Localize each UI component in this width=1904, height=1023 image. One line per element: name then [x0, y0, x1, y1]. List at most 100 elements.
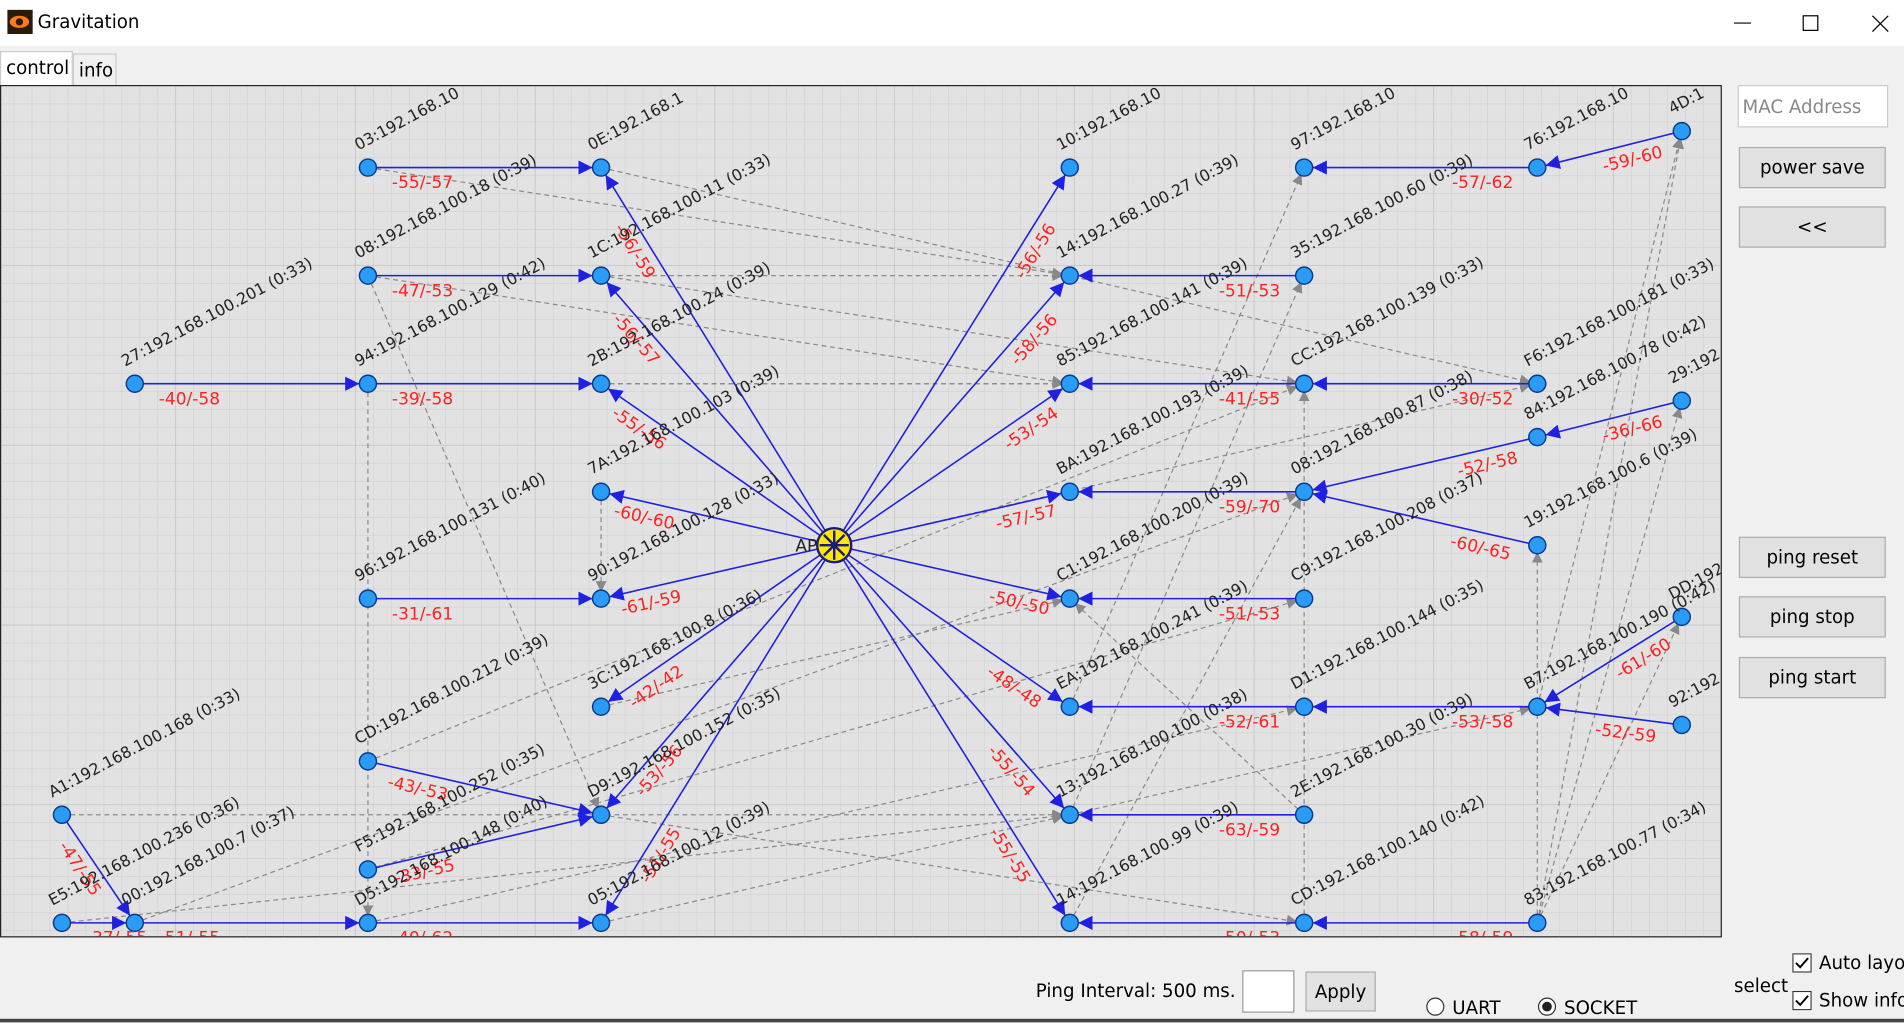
node: [52, 913, 72, 933]
node-label: AP: [795, 536, 817, 556]
dashed-link: [1069, 491, 1305, 924]
link-label: -31/-61: [392, 604, 453, 624]
tab[interactable]: control: [0, 51, 73, 86]
link: [600, 383, 835, 546]
title-bar: Gravitation: [0, 0, 1904, 47]
node: [591, 266, 611, 285]
node: [1060, 374, 1080, 393]
node: [125, 913, 145, 933]
ap-spoke: [823, 544, 836, 557]
link: [600, 275, 835, 546]
node: [358, 913, 378, 933]
link-label: -63/-59: [1219, 820, 1280, 840]
node: [1672, 121, 1692, 141]
collapse-button[interactable]: <<: [1738, 206, 1886, 248]
node: [1294, 697, 1314, 716]
link: [600, 489, 835, 546]
dashed-link: [134, 491, 1305, 924]
ping-stop-button[interactable]: ping stop: [1738, 596, 1886, 638]
node: [1528, 535, 1547, 555]
node: [358, 589, 378, 608]
link-label: -57/-62: [1452, 173, 1513, 193]
link: [61, 814, 136, 924]
ping-reset-button[interactable]: ping reset: [1738, 536, 1886, 579]
dashed-link: [1536, 616, 1683, 924]
node: [1528, 697, 1547, 716]
node: [591, 158, 611, 177]
node: [125, 374, 145, 393]
checkbox-auto-layout[interactable]: [1792, 953, 1812, 973]
node: [1294, 913, 1314, 933]
dashed-link: [1069, 167, 1305, 707]
node: [1294, 482, 1314, 502]
link-label: -51/-53: [1219, 281, 1280, 301]
link: [367, 760, 602, 817]
radio-socket[interactable]: [1536, 996, 1558, 1018]
dashed-link: [367, 705, 1305, 924]
apply-button[interactable]: Apply: [1305, 971, 1376, 1012]
link-label: -37/-55: [86, 929, 147, 938]
node: [1060, 805, 1080, 825]
dashed-link: [1536, 400, 1683, 924]
node: [1672, 607, 1692, 627]
node: [1528, 427, 1547, 447]
link: [600, 544, 835, 601]
power-save-button[interactable]: power save: [1738, 146, 1886, 189]
node: [1060, 266, 1080, 285]
link-label: -52/-61: [1219, 712, 1280, 732]
link: [1537, 130, 1682, 169]
node: [358, 860, 378, 879]
window-title: Gravitation: [37, 10, 140, 33]
link: [367, 813, 602, 871]
link: [600, 167, 835, 546]
link: [833, 544, 1071, 924]
node: [1294, 374, 1314, 393]
node: [358, 374, 378, 393]
link: [600, 544, 835, 708]
node: [1294, 266, 1314, 285]
link: [834, 489, 1070, 546]
radio-label: UART: [1452, 996, 1501, 1019]
interval-input[interactable]: [1242, 970, 1295, 1013]
ping-interval-label: Ping Interval: 500 ms.: [1035, 979, 1236, 1002]
link: [833, 383, 1071, 546]
window-controls[interactable]: [1724, 0, 1904, 46]
link-label: -59/-70: [1219, 497, 1280, 517]
dashed-link: [1536, 130, 1683, 707]
mac-address-input[interactable]: MAC Address: [1737, 85, 1889, 128]
radio-uart[interactable]: [1424, 996, 1446, 1018]
link: [1303, 436, 1538, 494]
checkbox-show-info[interactable]: [1792, 990, 1812, 1011]
link-label: -40/-58: [159, 389, 220, 409]
node: [358, 266, 378, 285]
dashed-link: [61, 811, 1070, 924]
link-label: -53/-58: [1452, 712, 1513, 732]
node: [1060, 158, 1080, 177]
tab[interactable]: info: [72, 53, 117, 86]
link-label: -51/-53: [1219, 604, 1280, 624]
link: [833, 275, 1071, 546]
link-label: -50/-53: [1219, 929, 1280, 938]
node: [591, 913, 611, 933]
dashed-link: [367, 275, 602, 816]
node: [591, 374, 611, 393]
link: [833, 544, 1071, 816]
node: [1294, 158, 1314, 177]
node: [591, 697, 611, 716]
node: [358, 158, 378, 177]
checkbox-label: Auto layo: [1819, 952, 1904, 974]
dashed-link: [367, 383, 1305, 762]
ping-start-button[interactable]: ping start: [1738, 656, 1886, 699]
dashed-link: [367, 598, 1305, 871]
node: [1294, 805, 1314, 825]
node: [1528, 913, 1547, 933]
link: [1537, 399, 1682, 439]
ap-spoke: [833, 534, 846, 547]
link: [834, 544, 1070, 601]
node: [1060, 482, 1080, 502]
node: [1528, 374, 1547, 393]
link-label: -39/-58: [392, 389, 453, 409]
node: [1060, 589, 1080, 608]
network-graph: -55/-57-47/-53-40/-58 -39/-58-31/-61-43/-…: [0, 85, 1722, 938]
